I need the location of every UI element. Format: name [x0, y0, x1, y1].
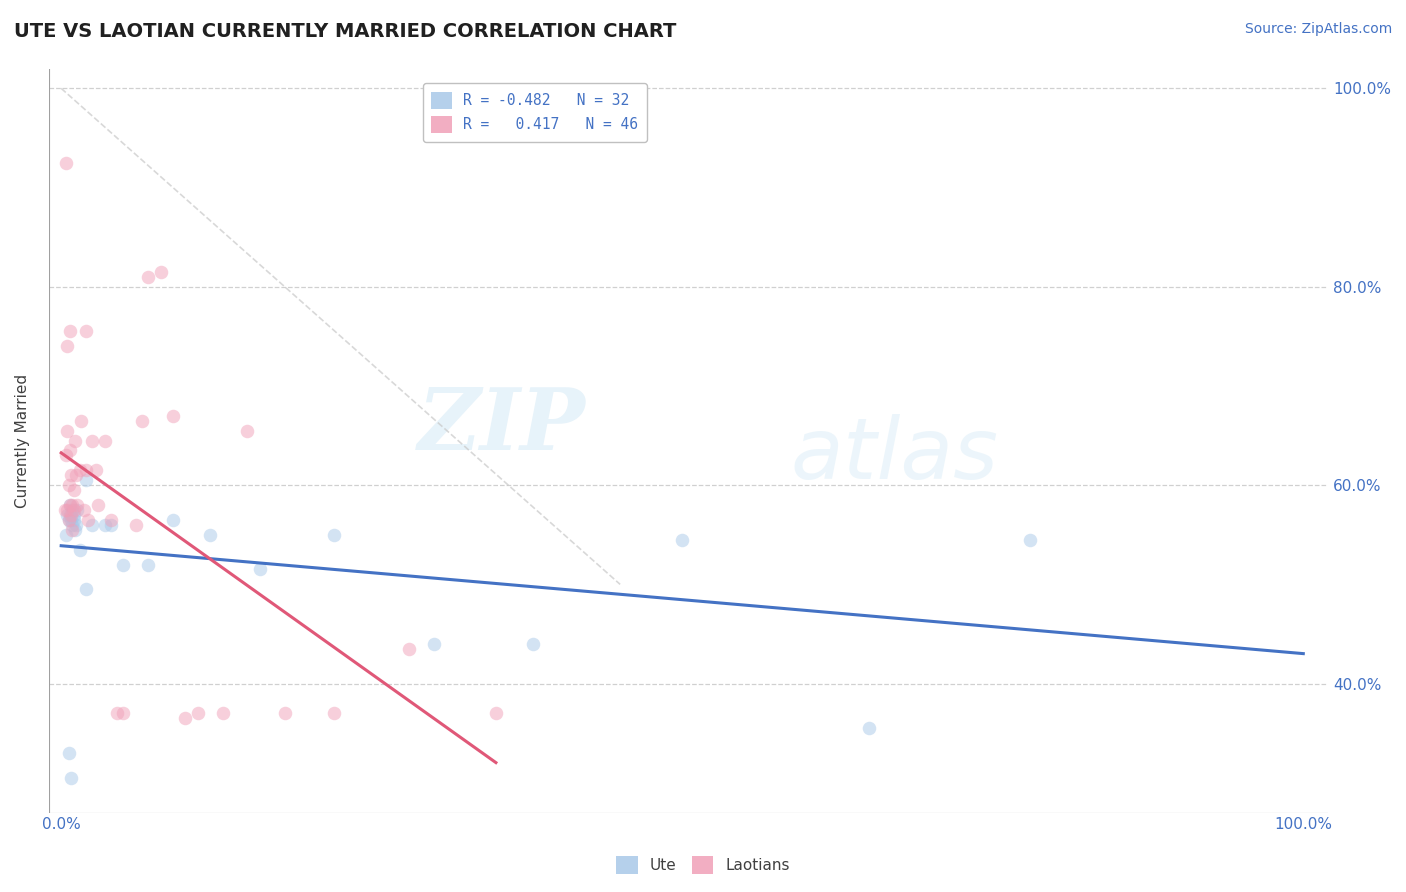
Point	[62, 513, 84, 527]
Point	[65, 468, 87, 483]
Point	[59, 508, 82, 522]
Point	[59, 443, 82, 458]
Point	[69, 463, 91, 477]
Text: UTE VS LAOTIAN CURRENTLY MARRIED CORRELATION CHART: UTE VS LAOTIAN CURRENTLY MARRIED CORRELA…	[14, 22, 676, 41]
Point	[56, 503, 79, 517]
Point	[70, 414, 93, 428]
Point	[100, 517, 122, 532]
Legend: Ute, Laotians: Ute, Laotians	[610, 850, 796, 880]
Point	[63, 523, 86, 537]
Point	[60, 498, 83, 512]
Text: ZIP: ZIP	[418, 384, 586, 467]
Point	[66, 503, 89, 517]
Point	[63, 434, 86, 448]
Point	[75, 463, 97, 477]
Point	[62, 503, 84, 517]
Point	[72, 503, 94, 517]
Point	[59, 498, 82, 512]
Point	[398, 641, 420, 656]
Point	[56, 424, 79, 438]
Point	[66, 498, 89, 512]
Point	[53, 503, 76, 517]
Point	[60, 508, 83, 522]
Point	[249, 562, 271, 576]
Point	[55, 449, 77, 463]
Point	[112, 706, 135, 721]
Text: atlas: atlas	[790, 414, 998, 497]
Point	[671, 533, 693, 547]
Point	[174, 711, 197, 725]
Point	[323, 528, 346, 542]
Point	[93, 517, 115, 532]
Point	[60, 513, 83, 527]
Point	[82, 434, 104, 448]
Legend: R = -0.482   N = 32, R =   0.417   N = 46: R = -0.482 N = 32, R = 0.417 N = 46	[423, 83, 647, 142]
Point	[136, 269, 159, 284]
Point	[58, 513, 80, 527]
Point	[93, 434, 115, 448]
Point	[59, 498, 82, 512]
Point	[423, 637, 446, 651]
Point	[62, 483, 84, 497]
Point	[82, 517, 104, 532]
Point	[59, 325, 82, 339]
Point	[60, 503, 83, 517]
Point	[77, 513, 100, 527]
Point	[200, 528, 222, 542]
Text: Source: ZipAtlas.com: Source: ZipAtlas.com	[1244, 22, 1392, 37]
Point	[211, 706, 233, 721]
Point	[55, 155, 77, 169]
Point	[522, 637, 544, 651]
Point	[60, 771, 83, 785]
Point	[87, 498, 110, 512]
Point	[60, 517, 83, 532]
Point	[56, 339, 79, 353]
Point	[55, 528, 77, 542]
Point	[100, 513, 122, 527]
Point	[125, 517, 148, 532]
Point	[236, 424, 259, 438]
Point	[60, 468, 83, 483]
Point	[75, 473, 97, 487]
Point	[56, 508, 79, 522]
Point	[149, 265, 172, 279]
Point	[84, 463, 107, 477]
Point	[65, 517, 87, 532]
Point	[187, 706, 209, 721]
Point	[58, 478, 80, 492]
Point	[75, 582, 97, 597]
Point	[112, 558, 135, 572]
Point	[62, 508, 84, 522]
Point	[162, 409, 184, 423]
Point	[162, 513, 184, 527]
Point	[105, 706, 128, 721]
Point	[131, 414, 153, 428]
Point	[69, 542, 91, 557]
Y-axis label: Currently Married: Currently Married	[15, 374, 30, 508]
Point	[274, 706, 297, 721]
Point	[58, 513, 80, 527]
Point	[485, 706, 508, 721]
Point	[60, 523, 83, 537]
Point	[323, 706, 346, 721]
Point	[58, 746, 80, 760]
Point	[858, 721, 880, 735]
Point	[136, 558, 159, 572]
Point	[1019, 533, 1042, 547]
Point	[75, 325, 97, 339]
